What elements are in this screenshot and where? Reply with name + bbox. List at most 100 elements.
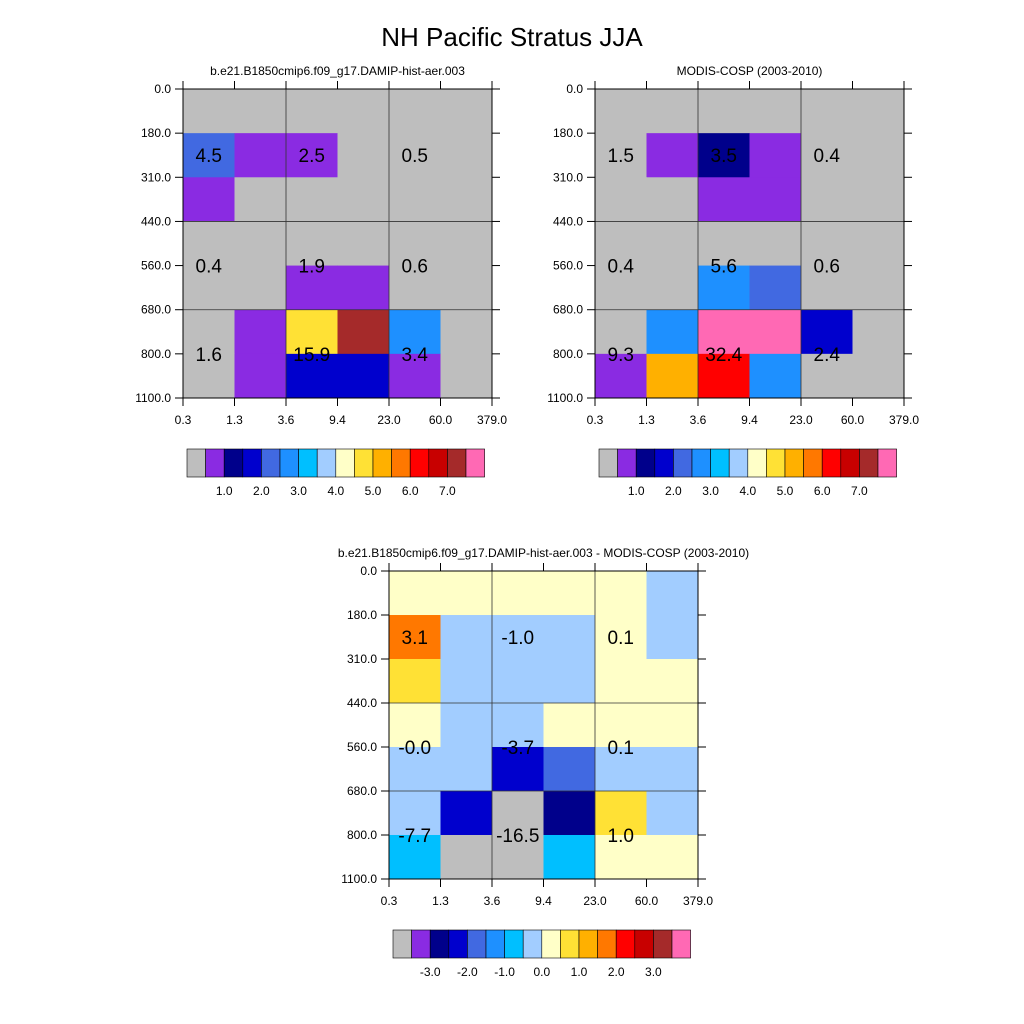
heatmap-cell [440, 746, 493, 792]
colorbar-swatch [634, 929, 654, 959]
colorbar-swatch [335, 448, 355, 478]
heatmap-cell [234, 353, 287, 399]
cell-value-label: -16.5 [496, 826, 539, 847]
colorbar-tick-label: 3.0 [290, 484, 307, 498]
heatmap-cell [698, 265, 750, 311]
heatmap-cell [749, 309, 802, 355]
heatmap-cell [183, 221, 235, 266]
colorbar-swatch [597, 929, 617, 959]
x-tick-label: 23.0 [583, 894, 607, 908]
colorbar-swatch [766, 448, 786, 478]
y-tick-label: 1100.0 [341, 872, 377, 886]
cell-value-label: 1.6 [196, 345, 222, 366]
x-tick-label: 379.0 [477, 413, 507, 427]
colorbar-tick-label: 2.0 [608, 965, 625, 979]
heatmap-cell [698, 353, 750, 399]
heatmap-cell [337, 265, 390, 311]
colorbar-swatch [428, 448, 448, 478]
heatmap-cell [389, 221, 441, 266]
colorbar-swatch [429, 929, 450, 959]
colorbar-swatch [578, 929, 598, 959]
heatmap-cell [698, 221, 750, 266]
heatmap-cell [595, 309, 647, 355]
heatmap-cell [183, 353, 235, 399]
cell-value-label: 0.6 [402, 257, 428, 278]
cell-value-label: -1.0 [501, 628, 534, 649]
cell-value-label: 1.0 [608, 826, 634, 847]
y-tick-label: 560.0 [141, 259, 171, 273]
colorbar-tick-label: 2.0 [665, 484, 682, 498]
colorbar-swatch [447, 448, 467, 478]
cell-value-label: 0.1 [608, 628, 634, 649]
x-tick-label: 9.4 [329, 413, 346, 427]
heatmap-cell [234, 221, 287, 266]
panel-title: b.e21.B1850cmip6.f09_g17.DAMIP-hist-aer.… [210, 64, 465, 78]
y-tick-label: 180.0 [347, 608, 377, 622]
heatmap-cell [543, 658, 596, 704]
heatmap-cell [852, 265, 905, 311]
cell-value-label: 0.4 [608, 257, 635, 278]
colorbar-swatch [279, 448, 299, 478]
heatmap-cell [234, 133, 287, 178]
x-tick-label: 1.3 [226, 413, 243, 427]
cell-value-label: 2.4 [814, 345, 841, 366]
colorbar-swatch [485, 929, 505, 959]
x-tick-label: 3.6 [278, 413, 295, 427]
colorbar-swatch [560, 929, 580, 959]
y-tick-label: 560.0 [347, 740, 377, 754]
colorbar-swatch [186, 448, 206, 478]
colorbar-tick-label: 3.0 [702, 484, 719, 498]
heatmap-cell [492, 703, 544, 748]
cell-value-label: 1.5 [608, 146, 634, 167]
heatmap-cell [440, 571, 493, 616]
x-tick-label: 379.0 [683, 894, 713, 908]
cell-value-label: -0.0 [398, 738, 431, 759]
x-tick-label: 1.3 [638, 413, 655, 427]
heatmap-cell [646, 265, 699, 311]
heatmap-cell [492, 658, 544, 704]
colorbar-swatch [448, 929, 468, 959]
x-tick-label: 60.0 [429, 413, 453, 427]
heatmap-cell [337, 309, 390, 355]
colorbar-swatch [316, 448, 337, 478]
heatmap-cell [389, 177, 441, 222]
heatmap-cell [492, 571, 544, 616]
colorbar-swatch [354, 448, 374, 478]
colorbar-swatch [467, 929, 487, 959]
colorbar-tick-label: 7.0 [851, 484, 868, 498]
colorbar-tick-label: -2.0 [457, 965, 478, 979]
heatmap-cell [389, 791, 441, 836]
heatmap-cell [595, 703, 647, 748]
colorbar-swatch [617, 448, 637, 478]
colorbar-swatch [859, 448, 879, 478]
heatmap-cell [286, 309, 338, 355]
cell-value-label: 15.9 [293, 345, 330, 366]
x-tick-label: 23.0 [377, 413, 401, 427]
cell-value-label: 3.1 [402, 628, 428, 649]
heatmap-cell [440, 177, 493, 222]
heatmap-cell [852, 353, 905, 399]
y-tick-label: 0.0 [154, 82, 171, 96]
colorbar-tick-label: -3.0 [420, 965, 441, 979]
heatmap-cell [389, 133, 441, 178]
cell-value-label: 2.5 [299, 146, 325, 167]
heatmap-cell [595, 571, 647, 616]
heatmap-cell [389, 353, 441, 399]
colorbar-swatch [223, 448, 244, 478]
colorbar-swatch [710, 448, 730, 478]
cell-value-label: 4.5 [196, 146, 222, 167]
heatmap-cell [543, 571, 596, 616]
cell-value-label: 3.5 [711, 146, 737, 167]
colorbar-swatch [372, 448, 392, 478]
heatmap-cell [440, 309, 493, 355]
heatmap-cell [440, 658, 493, 704]
heatmap-cell [389, 703, 441, 748]
colorbar-tick-label: 5.0 [777, 484, 794, 498]
y-tick-label: 800.0 [347, 828, 377, 842]
y-tick-label: 680.0 [141, 303, 171, 317]
heatmap-cell [646, 221, 699, 266]
colorbar-swatch [615, 929, 636, 959]
heatmap-cell [646, 89, 699, 134]
heatmap-cell [389, 615, 441, 660]
y-tick-label: 440.0 [141, 214, 171, 228]
